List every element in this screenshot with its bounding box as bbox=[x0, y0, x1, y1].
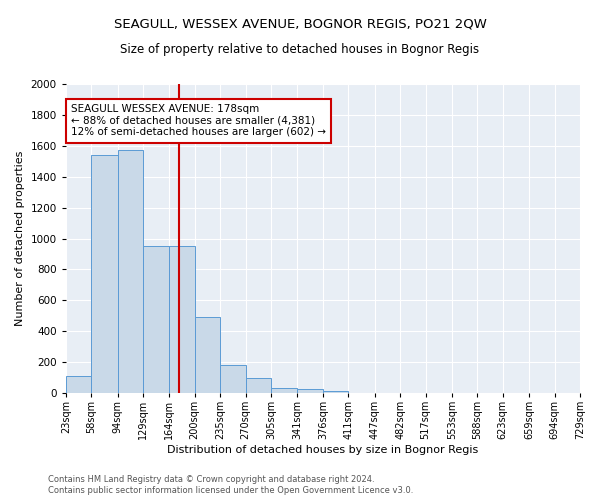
Bar bbox=[118, 150, 143, 393]
X-axis label: Distribution of detached houses by size in Bognor Regis: Distribution of detached houses by size … bbox=[167, 445, 479, 455]
Bar bbox=[195, 318, 220, 393]
Y-axis label: Number of detached properties: Number of detached properties bbox=[15, 151, 25, 326]
Text: SEAGULL WESSEX AVENUE: 178sqm
← 88% of detached houses are smaller (4,381)
12% o: SEAGULL WESSEX AVENUE: 178sqm ← 88% of d… bbox=[71, 104, 326, 138]
Bar bbox=[169, 246, 195, 393]
Text: Contains public sector information licensed under the Open Government Licence v3: Contains public sector information licen… bbox=[48, 486, 413, 495]
Text: Contains HM Land Registry data © Crown copyright and database right 2024.: Contains HM Land Registry data © Crown c… bbox=[48, 475, 374, 484]
Bar bbox=[298, 390, 323, 393]
Bar bbox=[91, 155, 118, 393]
Bar bbox=[143, 246, 169, 393]
Text: Size of property relative to detached houses in Bognor Regis: Size of property relative to detached ho… bbox=[121, 42, 479, 56]
Bar bbox=[66, 376, 91, 393]
Text: SEAGULL, WESSEX AVENUE, BOGNOR REGIS, PO21 2QW: SEAGULL, WESSEX AVENUE, BOGNOR REGIS, PO… bbox=[113, 18, 487, 30]
Bar bbox=[271, 388, 298, 393]
Bar bbox=[220, 364, 246, 393]
Bar bbox=[323, 391, 349, 393]
Bar bbox=[246, 378, 271, 393]
